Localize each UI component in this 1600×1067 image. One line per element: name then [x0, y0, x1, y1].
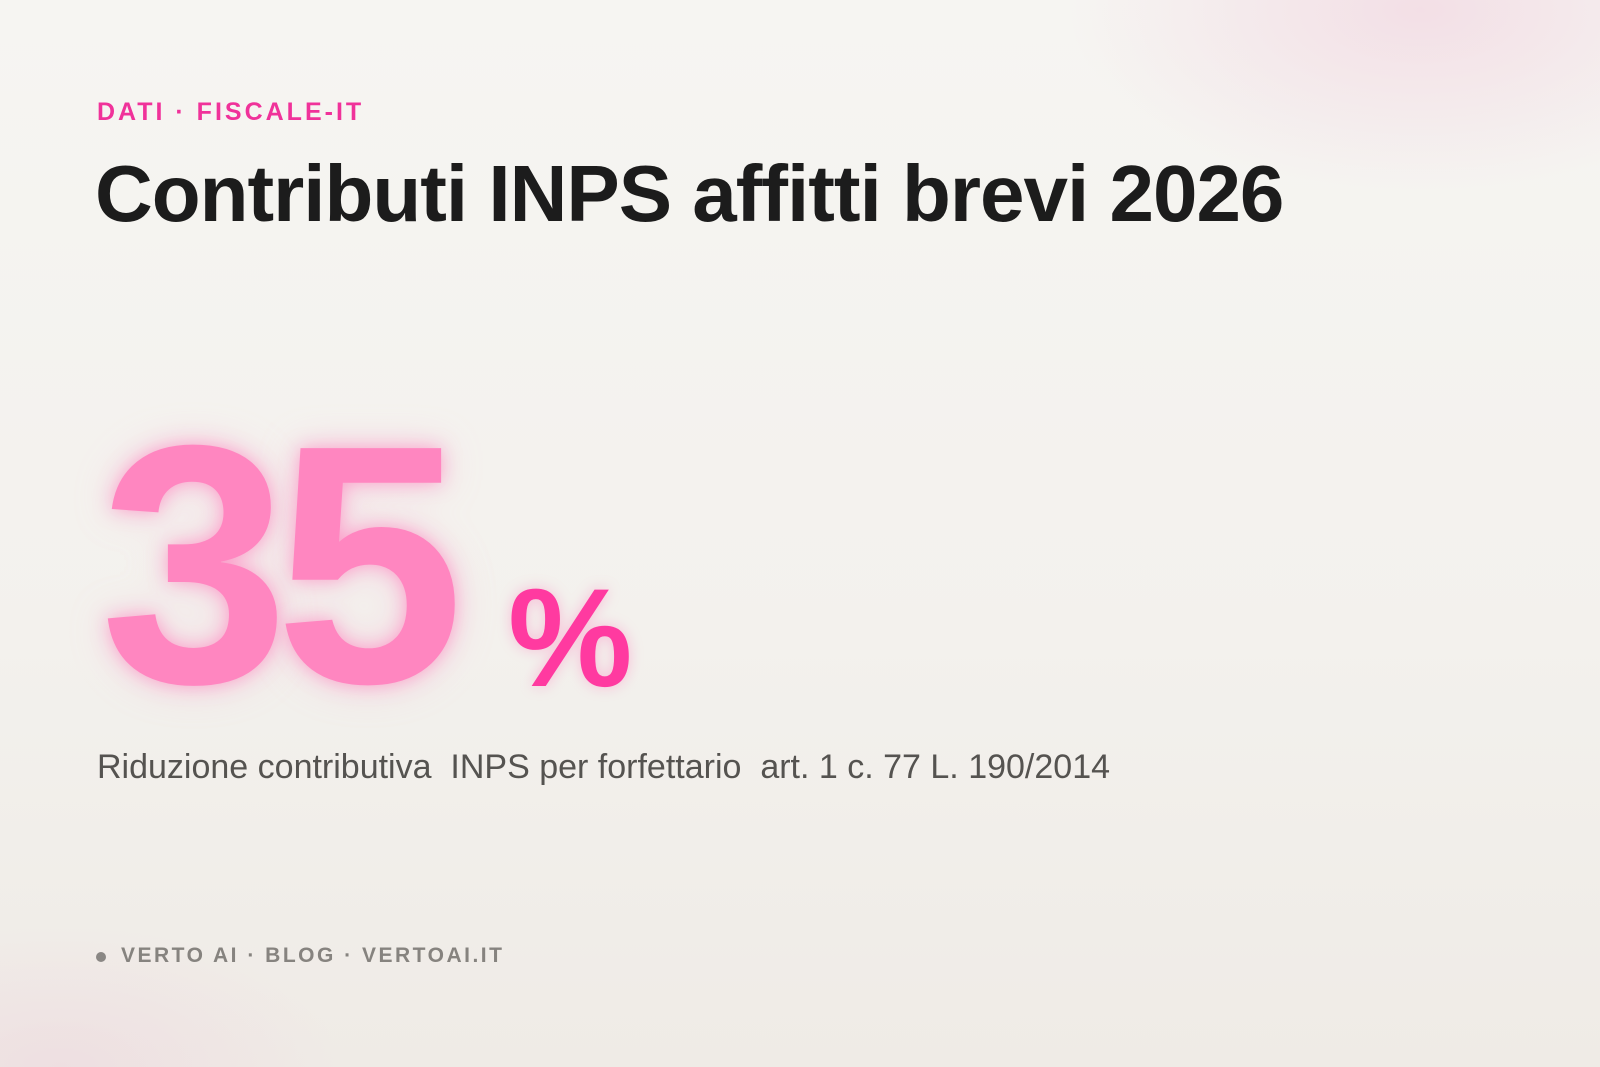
stat-value: 35	[100, 375, 464, 755]
caption: Riduzione contributiva INPS per forfetta…	[97, 748, 1111, 786]
footer: VERTO AI · BLOG · VERTOAI.IT	[121, 944, 505, 967]
stat-unit: %	[508, 559, 633, 716]
footer-dot	[96, 952, 106, 962]
title: Contributi INPS affitti brevi 2026	[95, 149, 1284, 238]
eyebrow: DATI · FISCALE-IT	[97, 98, 365, 126]
